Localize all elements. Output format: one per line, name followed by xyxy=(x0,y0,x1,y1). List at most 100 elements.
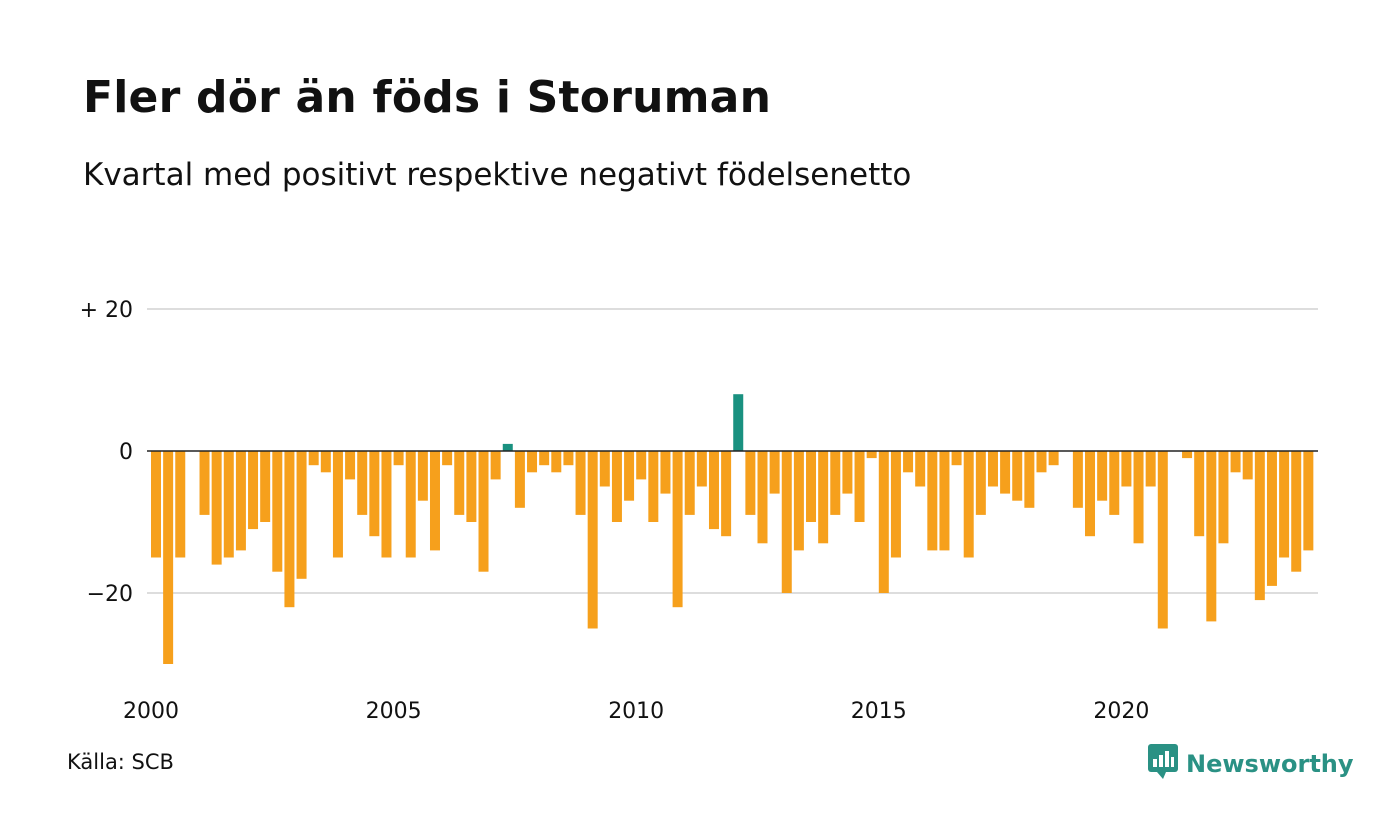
bar xyxy=(490,451,501,480)
bar xyxy=(235,451,246,551)
source-label: Källa: SCB xyxy=(67,750,174,774)
bar xyxy=(1303,451,1314,551)
bar xyxy=(915,451,926,487)
bar xyxy=(684,451,695,515)
bar xyxy=(624,451,635,501)
bar xyxy=(1266,451,1277,586)
bar xyxy=(599,451,610,487)
bar xyxy=(1157,451,1168,629)
bar xyxy=(987,451,998,487)
bar xyxy=(1279,451,1290,558)
bar xyxy=(405,451,416,558)
bar xyxy=(939,451,950,551)
y-tick-label: + 20 xyxy=(80,298,133,323)
bar xyxy=(903,451,914,473)
bar xyxy=(417,451,428,501)
brand-logo[interactable]: Newsworthy xyxy=(1148,744,1354,784)
bar xyxy=(636,451,647,480)
bar xyxy=(1182,451,1193,459)
bar xyxy=(393,451,404,466)
bar xyxy=(308,451,319,466)
bar xyxy=(429,451,440,551)
bar xyxy=(1000,451,1011,494)
bar xyxy=(502,443,513,451)
bar xyxy=(1133,451,1144,544)
chart-subtitle: Kvartal med positivt respektive negativt… xyxy=(83,157,912,193)
bar xyxy=(575,451,586,515)
bar xyxy=(284,451,295,608)
bar xyxy=(357,451,368,515)
bar xyxy=(1072,451,1083,508)
bar xyxy=(527,451,538,473)
bar xyxy=(248,451,259,530)
bar xyxy=(1036,451,1047,473)
bar xyxy=(854,451,865,522)
bar xyxy=(478,451,489,572)
bar xyxy=(369,451,380,537)
bar xyxy=(951,451,962,466)
x-tick-label: 2000 xyxy=(123,699,179,724)
brand-name: Newsworthy xyxy=(1186,750,1354,778)
newsworthy-logo-icon xyxy=(1148,744,1178,784)
bar xyxy=(866,451,877,459)
bar xyxy=(175,451,186,558)
bar xyxy=(442,451,453,466)
bar xyxy=(260,451,271,522)
bar xyxy=(514,451,525,508)
bar xyxy=(381,451,392,558)
bar xyxy=(1109,451,1120,515)
bar xyxy=(1085,451,1096,537)
bar xyxy=(927,451,938,551)
bar xyxy=(1024,451,1035,508)
bar xyxy=(211,451,222,565)
bar xyxy=(163,451,174,664)
bar xyxy=(721,451,732,537)
bar xyxy=(345,451,356,480)
bar xyxy=(733,394,744,451)
bar xyxy=(1121,451,1132,487)
bar xyxy=(890,451,901,558)
bar xyxy=(769,451,780,494)
bar xyxy=(151,451,161,558)
bar xyxy=(587,451,598,629)
x-tick-label: 2015 xyxy=(851,699,907,724)
bar xyxy=(708,451,719,530)
bar xyxy=(781,451,792,593)
bar xyxy=(199,451,210,515)
bar xyxy=(563,451,574,466)
bar xyxy=(320,451,331,473)
bar xyxy=(745,451,756,515)
bar xyxy=(793,451,804,551)
bar xyxy=(1242,451,1253,480)
bar xyxy=(696,451,707,487)
bar xyxy=(818,451,829,544)
bar xyxy=(1145,451,1156,487)
bar xyxy=(830,451,841,515)
bar xyxy=(332,451,343,558)
bar xyxy=(660,451,671,494)
bar xyxy=(466,451,477,522)
bar xyxy=(611,451,622,522)
bar xyxy=(1230,451,1241,473)
bar xyxy=(1291,451,1302,572)
bar xyxy=(1206,451,1217,622)
bar xyxy=(757,451,768,544)
bar xyxy=(806,451,817,522)
bar xyxy=(539,451,550,466)
bar xyxy=(842,451,853,494)
x-tick-label: 2005 xyxy=(366,699,422,724)
bar xyxy=(975,451,986,515)
bar xyxy=(648,451,659,522)
bar xyxy=(1012,451,1023,501)
x-tick-label: 2020 xyxy=(1093,699,1149,724)
bar xyxy=(454,451,465,515)
y-tick-label: −20 xyxy=(87,582,133,607)
bar xyxy=(1194,451,1205,537)
bar xyxy=(223,451,234,558)
bar xyxy=(1254,451,1265,601)
bar xyxy=(1218,451,1229,544)
bar xyxy=(963,451,974,558)
bar xyxy=(296,451,307,579)
bar xyxy=(551,451,562,473)
bar xyxy=(878,451,889,593)
